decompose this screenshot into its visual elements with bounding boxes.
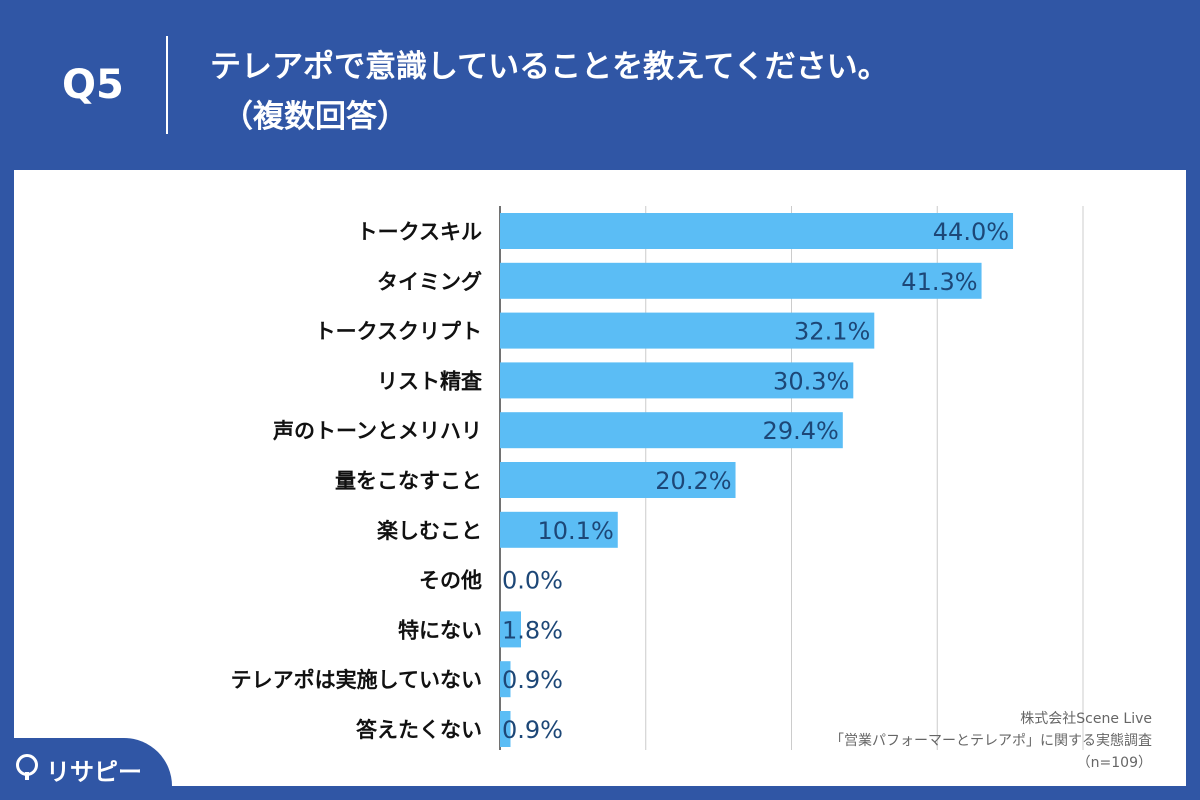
category-label: トークスクリプト [315, 320, 482, 344]
pin-icon [16, 754, 38, 780]
header-divider [166, 36, 168, 134]
data-label: 30.3% [773, 367, 849, 395]
category-label: 答えたくない [356, 718, 482, 742]
category-label: トークスキル [357, 220, 482, 244]
data-label: 0.9% [502, 716, 563, 744]
data-label: 32.1% [794, 318, 870, 346]
category-label: テレアポは実施していない [231, 668, 482, 692]
data-label: 29.4% [763, 417, 839, 445]
bar [500, 462, 736, 498]
data-label: 41.3% [901, 268, 977, 296]
question-number: Q5 [62, 62, 124, 108]
bar [500, 262, 982, 299]
category-label: 特にない [398, 618, 482, 642]
bar [500, 611, 521, 648]
question-subtitle: （複数回答） [222, 99, 408, 135]
header: Q5 テレアポで意識していることを教えてください。 （複数回答） [0, 0, 1200, 170]
source-note: 株式会社Scene Live 「営業パフォーマーとテレアポ」に関する実態調査 （… [830, 708, 1152, 774]
question-title: テレアポで意識していることを教えてください。 （複数回答） [210, 42, 889, 142]
logo-text: リサピー [46, 758, 142, 786]
bar [500, 711, 511, 747]
data-label: 1.8% [502, 616, 563, 644]
brand-logo: リサピー [0, 738, 172, 800]
data-label: 44.0% [933, 218, 1009, 246]
question-text: テレアポで意識していることを教えてください。 [210, 49, 889, 85]
bar [500, 412, 843, 449]
source-sample: （n=109） [1076, 755, 1152, 771]
bar [500, 362, 854, 399]
category-label: リスト精査 [377, 369, 482, 393]
source-survey: 「営業パフォーマーとテレアポ」に関する実態調査 [830, 733, 1152, 749]
data-label: 20.2% [655, 467, 731, 495]
data-label: 10.1% [538, 517, 614, 545]
source-company: 株式会社Scene Live [1020, 711, 1152, 727]
category-label: タイミング [377, 270, 482, 294]
bar [500, 213, 1014, 249]
bar [500, 312, 875, 349]
category-label: 声のトーンとメリハリ [272, 419, 482, 443]
category-label: その他 [419, 569, 482, 593]
category-label: 楽しむこと [377, 519, 482, 543]
bar [500, 511, 618, 548]
data-label: 0.0% [502, 567, 563, 595]
data-label: 0.9% [502, 666, 563, 694]
category-label: 量をこなすこと [335, 469, 482, 493]
bar [500, 661, 511, 698]
